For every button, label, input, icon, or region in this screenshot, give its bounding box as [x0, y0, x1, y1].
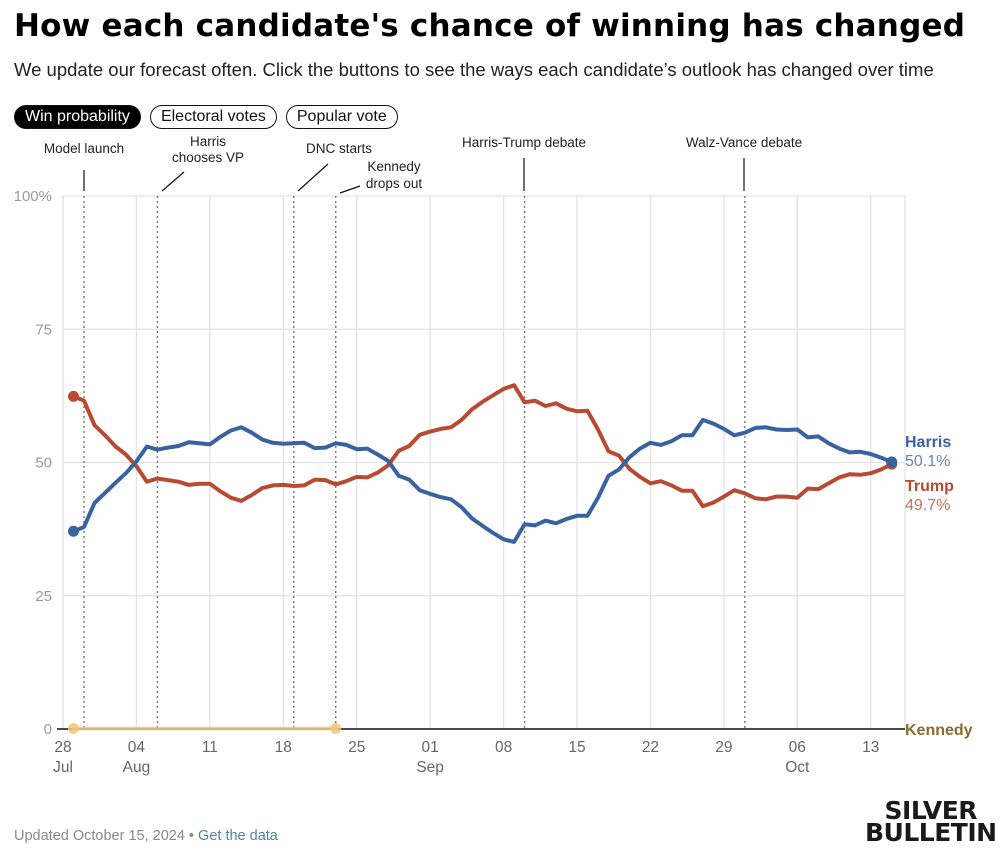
footer-separator: •: [184, 828, 199, 844]
footer: Updated October 15, 2024 • Get the data: [14, 828, 278, 844]
x-tick-label: 13: [862, 739, 879, 756]
x-tick-label: 04: [128, 739, 146, 756]
silver-bulletin-logo: SILVER BULLETIN: [865, 796, 997, 847]
x-tick-label: 06: [789, 739, 806, 756]
series-lines: [67, 383, 898, 734]
x-tick-label: 25: [348, 739, 365, 756]
x-tick-month-label: Oct: [785, 759, 810, 776]
series-start-dot-kennedy: [67, 722, 79, 734]
x-tick-month-label: Jul: [53, 759, 73, 776]
event-leader-line: [161, 171, 185, 192]
event-label: Harris: [190, 134, 226, 149]
y-tick-label: 25: [35, 588, 52, 605]
y-tick-label: 100%: [14, 188, 52, 205]
tab-popular-vote[interactable]: Popular vote: [285, 105, 398, 129]
y-tick-label: 50: [35, 455, 52, 472]
x-tick-label: 29: [715, 739, 732, 756]
metric-tabs: Win probability Electoral votes Popular …: [14, 105, 398, 129]
x-tick-label: 08: [495, 739, 512, 756]
event-label: DNC starts: [306, 141, 372, 156]
series-start-dot-trump: [67, 390, 79, 402]
x-tick-label: 15: [568, 739, 585, 756]
x-tick-label: 01: [422, 739, 439, 756]
tab-win-probability[interactable]: Win probability: [14, 105, 141, 129]
event-label: Walz-Vance debate: [686, 135, 802, 150]
y-tick-label: 75: [35, 321, 52, 338]
logo-line-1: SILVER: [884, 796, 978, 825]
series-line-trump: [71, 383, 894, 509]
series-labels: Harris 50.1% Trump 49.7% Kennedy: [905, 434, 973, 739]
series-end-dot-harris: [886, 456, 898, 468]
x-tick-label: 11: [202, 739, 218, 756]
series-label-trump: Trump: [905, 478, 954, 495]
x-tick-month-label: Aug: [123, 759, 151, 776]
event-leader-line: [339, 185, 361, 194]
x-tick-label: 18: [275, 739, 292, 756]
event-label: drops out: [366, 176, 423, 191]
series-label-harris: Harris: [905, 434, 951, 451]
series-start-dot-harris: [67, 525, 79, 537]
event-label: chooses VP: [172, 150, 244, 165]
series-end-dot-kennedy: [330, 722, 342, 734]
event-label: Model launch: [44, 141, 124, 156]
updated-text: Updated October 15, 2024: [14, 828, 185, 844]
series-value-trump: 49.7%: [905, 497, 950, 514]
chart-subtitle: We update our forecast often. Click the …: [14, 59, 934, 80]
tab-electoral-votes[interactable]: Electoral votes: [149, 105, 277, 129]
x-tick-month-label: Sep: [416, 759, 444, 776]
series-label-kennedy: Kennedy: [905, 722, 973, 739]
event-leader-line: [297, 163, 329, 192]
event-label: Harris-Trump debate: [462, 135, 586, 150]
logo-line-2: BULLETIN: [865, 818, 997, 847]
x-tick-label: 28: [54, 739, 71, 756]
y-tick-label: 0: [44, 721, 52, 738]
event-label: Kennedy: [367, 159, 421, 174]
series-line-harris: [71, 417, 894, 544]
get-data-link[interactable]: Get the data: [198, 828, 278, 844]
axes: 100% 75 50 25 028 Jul 04 Aug 11 18 25 01 Sep 08 15 22 29…: [14, 188, 905, 776]
x-tick-label: 22: [642, 739, 659, 756]
chart-title: How each candidate's chance of winning h…: [14, 8, 966, 44]
series-value-harris: 50.1%: [905, 453, 950, 470]
gridlines: [62, 195, 906, 729]
